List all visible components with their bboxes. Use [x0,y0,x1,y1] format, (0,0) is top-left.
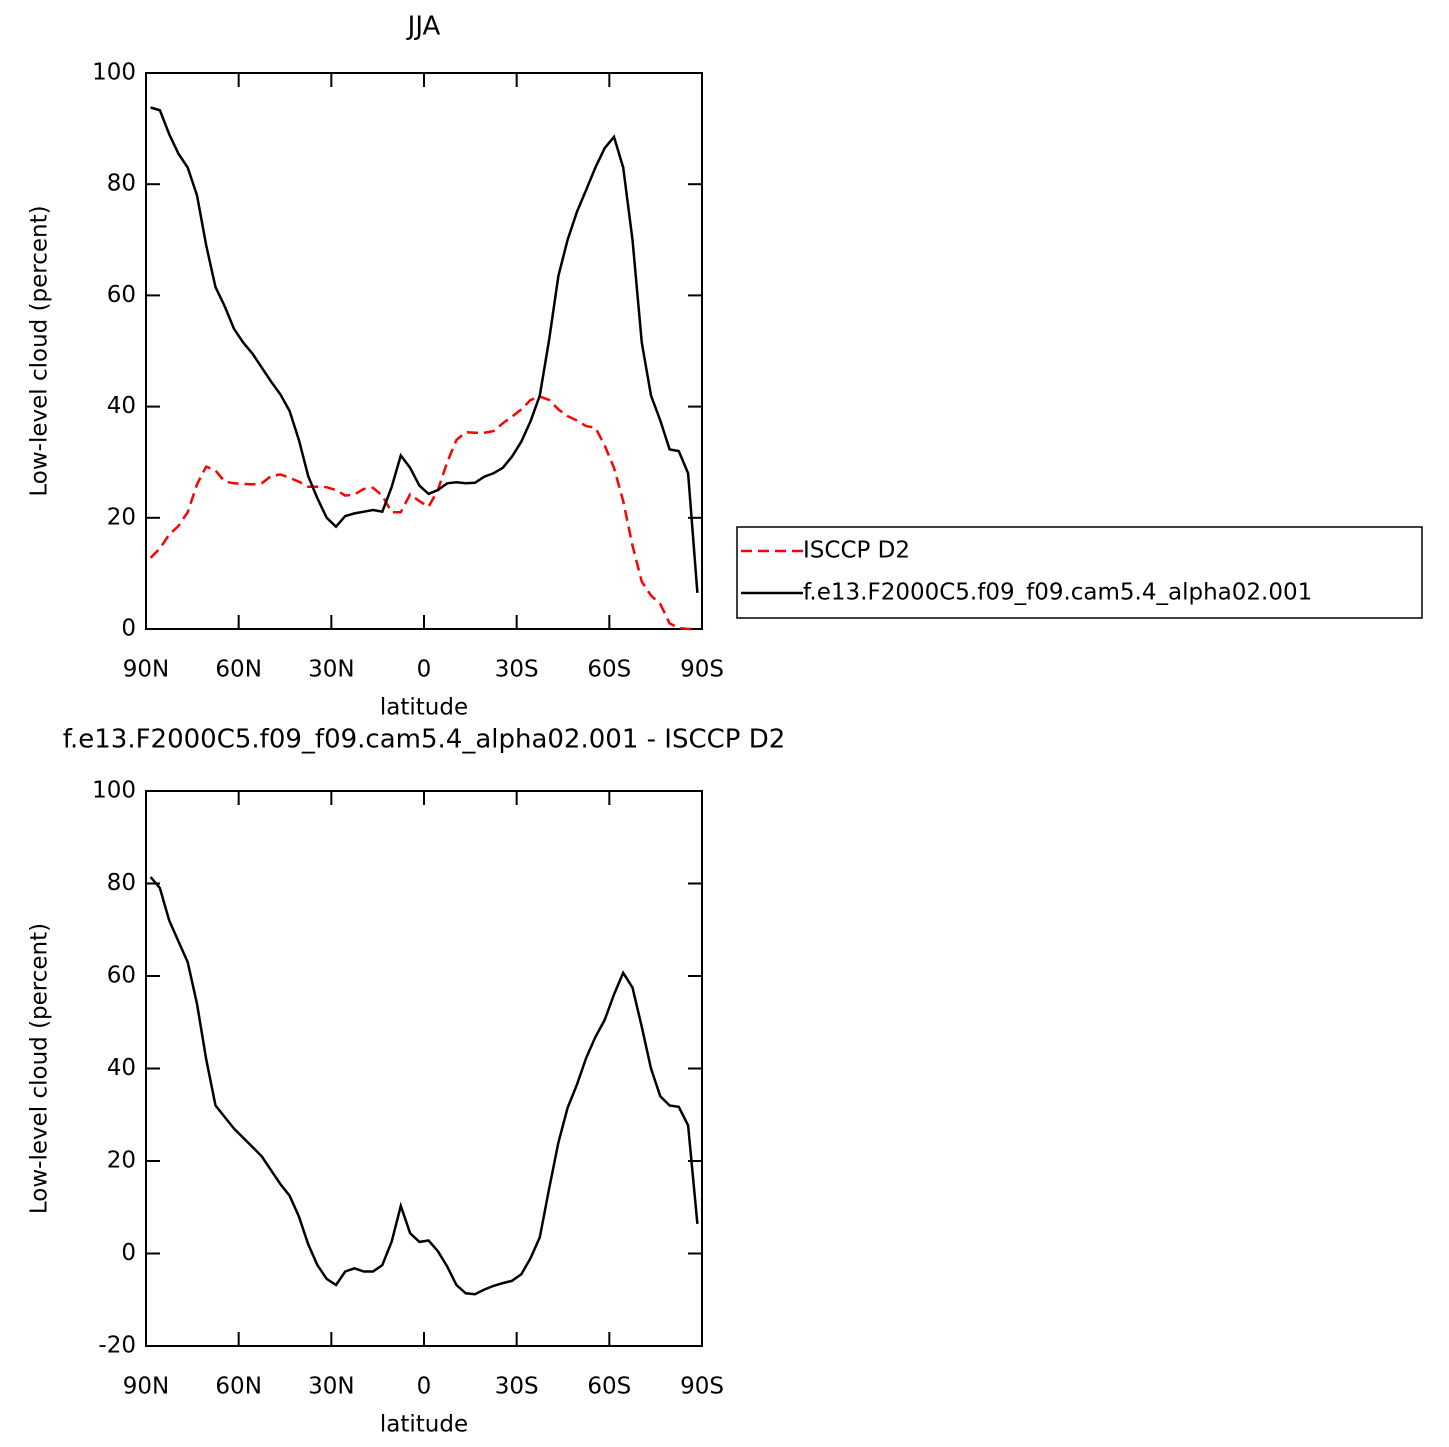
y-tick-label: 0 [121,1240,136,1266]
y-tick-label: 40 [107,1055,136,1081]
y-axis-label: Low-level cloud (percent) [27,923,53,1214]
x-tick-label: 0 [417,1374,432,1400]
y-tick-label: 0 [121,616,136,642]
y-tick-label: 100 [92,60,136,86]
data-line [149,876,699,1296]
data-line [150,106,699,593]
y-tick-label: 80 [107,870,136,896]
x-axis-label: latitude [380,695,468,721]
plot-frame [145,790,703,1347]
x-tick-label: 30N [308,657,354,683]
y-tick-label: 20 [107,1148,136,1174]
y-tick-label: 40 [107,393,136,419]
chart-title: JJA [406,12,441,42]
x-tick-label: 90S [680,1374,724,1400]
y-tick-label: 100 [92,778,136,804]
data-line [149,395,698,631]
x-axis-label: latitude [380,1412,468,1438]
chart-title: f.e13.F2000C5.f09_f09.cam5.4_alpha02.001… [63,725,786,755]
y-tick-label: 60 [107,282,136,308]
x-tick-label: 30S [495,1374,539,1400]
y-tick-label: 60 [107,963,136,989]
x-tick-label: 30S [495,657,539,683]
legend-label: f.e13.F2000C5.f09_f09.cam5.4_alpha02.001 [803,580,1312,606]
x-tick-label: 0 [417,657,432,683]
x-tick-label: 30N [308,1374,354,1400]
x-tick-label: 90N [123,1374,169,1400]
x-tick-label: 90N [123,657,169,683]
y-axis-label: Low-level cloud (percent) [27,205,53,496]
x-tick-label: 60N [215,1374,261,1400]
legend-label: ISCCP D2 [803,538,910,564]
y-tick-label: 20 [107,504,136,530]
x-tick-label: 60S [587,657,631,683]
x-tick-label: 90S [680,657,724,683]
y-tick-label: -20 [98,1333,136,1359]
legend-box [736,526,1423,619]
y-tick-label: 80 [107,171,136,197]
x-tick-label: 60N [215,657,261,683]
x-tick-label: 60S [587,1374,631,1400]
